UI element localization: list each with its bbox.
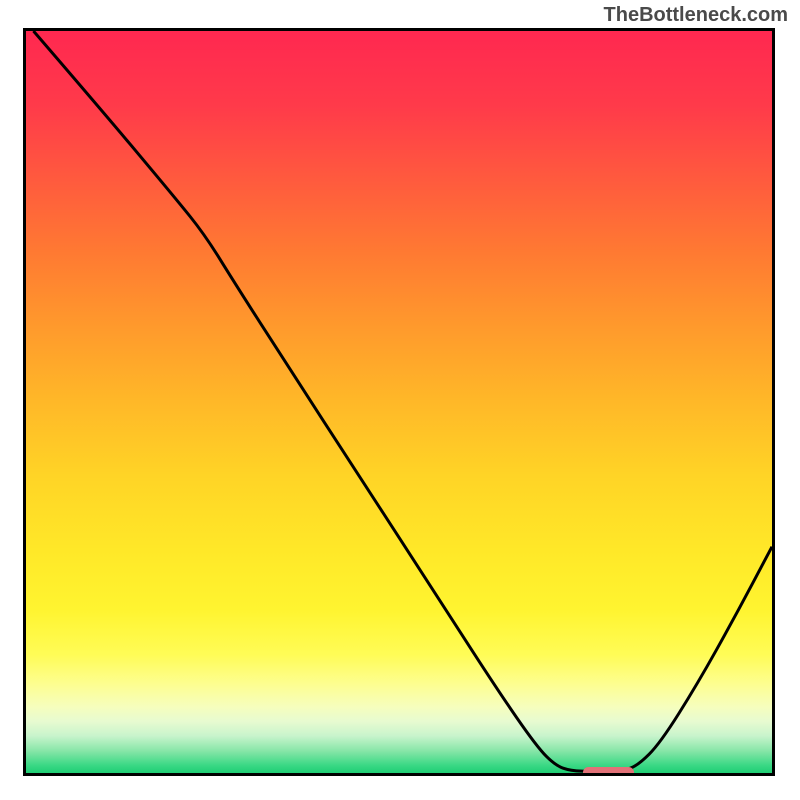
optimal-marker bbox=[583, 767, 634, 776]
curve-path bbox=[33, 31, 772, 771]
bottleneck-curve bbox=[26, 31, 772, 773]
watermark-text: TheBottleneck.com bbox=[604, 4, 788, 27]
plot-area bbox=[23, 28, 775, 776]
